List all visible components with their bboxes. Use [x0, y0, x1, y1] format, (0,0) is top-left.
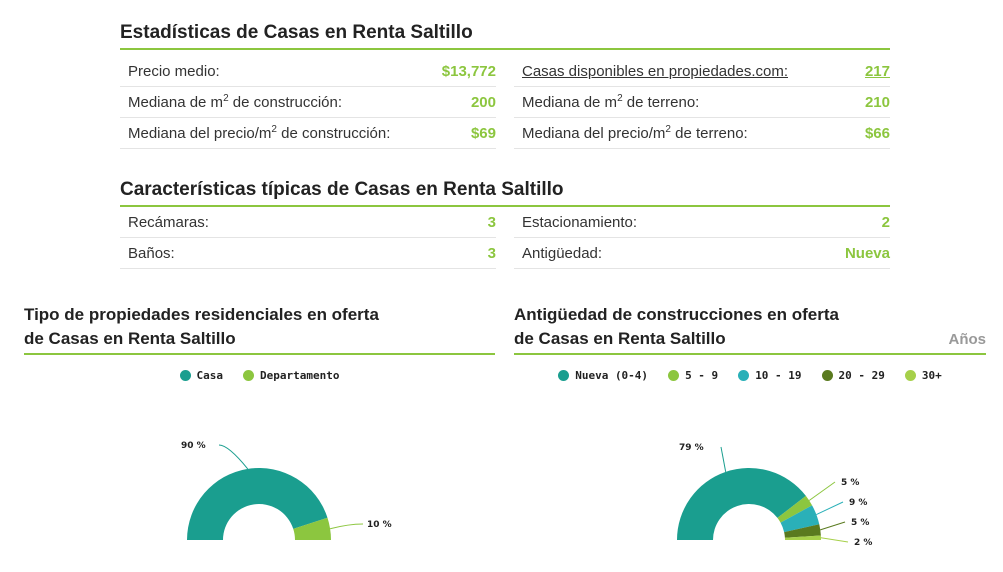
feature-value: Nueva — [844, 244, 890, 262]
slice-label: 5 % — [851, 518, 869, 528]
slice-label-connector — [808, 481, 836, 501]
stat-value: 210 — [864, 93, 890, 111]
features-section: Características típicas de Casas en Rent… — [120, 179, 890, 269]
legend-dot — [904, 370, 916, 381]
stat-label: Mediana del precio/m2 de construcción: — [128, 124, 391, 142]
donut-slice-4[interactable] — [784, 535, 821, 540]
stat-value: $13,772 — [441, 62, 496, 80]
slice-label-connector — [820, 521, 846, 531]
stat-value: $66 — [864, 124, 890, 142]
legend-item-10-19[interactable]: 10 - 19 — [738, 369, 802, 382]
stat-row: Mediana de m2 de construcción: 200 — [120, 87, 496, 118]
feature-label: Antigüedad: — [522, 244, 603, 262]
years-unit-label: Años — [948, 331, 987, 348]
donut-slice-2[interactable] — [780, 505, 820, 533]
stat-row: Mediana de m2 de terreno: 210 — [514, 87, 890, 118]
stat-label: Mediana de m2 de terreno: — [522, 93, 700, 111]
legend-item-nueva[interactable]: Nueva (0-4) — [558, 369, 648, 382]
legend-item-30-plus[interactable]: 30+ — [904, 369, 942, 382]
slice-label-connector — [218, 444, 249, 470]
legend-dot — [738, 370, 750, 381]
feature-label: Baños: — [128, 244, 175, 262]
slice-label-connector — [816, 501, 844, 516]
age-donut-chart: 79 % 5 % 9 % 5 % 2 % — [677, 443, 872, 548]
stat-row: Mediana del precio/m2 de construcción: $… — [120, 118, 496, 149]
property-type-chart-title: Tipo de propiedades residenciales en ofe… — [24, 303, 495, 355]
property-type-donut-chart: 90 % 10 % — [181, 441, 392, 540]
stats-title: Estadísticas de Casas en Renta Saltillo — [120, 22, 890, 50]
age-legend: Nueva (0-4) 5 - 9 10 - 19 20 - 29 30+ — [514, 369, 986, 382]
stats-section: Estadísticas de Casas en Renta Saltillo … — [120, 22, 890, 149]
feature-row: Baños: 3 — [120, 238, 496, 269]
feature-value: 3 — [487, 213, 496, 231]
legend-item-5-9[interactable]: 5 - 9 — [668, 369, 718, 382]
stats-left-column: Precio medio: $13,772 Mediana de m2 de c… — [120, 56, 496, 149]
property-type-panel: Tipo de propiedades residenciales en ofe… — [24, 303, 495, 382]
stat-row: Precio medio: $13,772 — [120, 56, 496, 87]
feature-value: 2 — [881, 213, 890, 231]
stat-label: Precio medio: — [128, 62, 220, 80]
stat-label: Mediana del precio/m2 de terreno: — [522, 124, 748, 142]
slice-label-connector — [329, 523, 364, 530]
legend-item-casa[interactable]: Casa — [179, 369, 223, 382]
donut-slice-0[interactable] — [677, 467, 806, 540]
age-panel: Antigüedad de construcciones en oferta de… — [514, 303, 986, 382]
stat-value: 200 — [470, 93, 496, 111]
feature-row: Estacionamiento: 2 — [514, 207, 890, 238]
slice-label: 90 % — [181, 441, 206, 451]
features-title: Características típicas de Casas en Rent… — [120, 179, 890, 207]
feature-row: Recámaras: 3 — [120, 207, 496, 238]
donut-slice-3[interactable] — [784, 524, 821, 538]
legend-dot — [243, 370, 254, 381]
slice-label: 2 % — [854, 538, 872, 548]
feature-value: 3 — [487, 244, 496, 262]
stat-label: Mediana de m2 de construcción: — [128, 93, 343, 111]
donut-slice-0[interactable] — [187, 468, 328, 540]
feature-label: Estacionamiento: — [522, 213, 638, 231]
legend-item-20-29[interactable]: 20 - 29 — [821, 369, 885, 382]
donut-slice-1[interactable] — [777, 495, 813, 523]
feature-label: Recámaras: — [128, 213, 209, 231]
slice-label: 9 % — [849, 498, 867, 508]
legend-dot — [821, 370, 833, 381]
slice-label: 5 % — [841, 478, 859, 488]
legend-dot — [558, 370, 570, 381]
age-chart-title: Antigüedad de construcciones en oferta de… — [514, 303, 986, 355]
property-type-legend: Casa Departamento — [24, 369, 495, 382]
available-houses-count-link[interactable]: 217 — [864, 62, 890, 80]
slice-label: 10 % — [367, 520, 392, 530]
legend-item-departamento[interactable]: Departamento — [243, 369, 339, 382]
slice-label-connector — [720, 446, 727, 472]
stats-right-column: Casas disponibles en propiedades.com: 21… — [514, 56, 890, 149]
legend-dot — [668, 370, 680, 381]
features-right-column: Estacionamiento: 2 Antigüedad: Nueva — [514, 207, 890, 269]
slice-label-connector — [820, 537, 849, 543]
stat-row: Mediana del precio/m2 de terreno: $66 — [514, 118, 890, 149]
donut-slice-1[interactable] — [293, 517, 331, 540]
feature-row: Antigüedad: Nueva — [514, 238, 890, 269]
stat-row: Casas disponibles en propiedades.com: 21… — [514, 56, 890, 87]
stat-value: $69 — [470, 124, 496, 142]
legend-dot — [179, 370, 191, 381]
available-houses-link[interactable]: Casas disponibles en propiedades.com: — [522, 62, 788, 80]
features-left-column: Recámaras: 3 Baños: 3 — [120, 207, 496, 269]
slice-label: 79 % — [679, 443, 704, 453]
